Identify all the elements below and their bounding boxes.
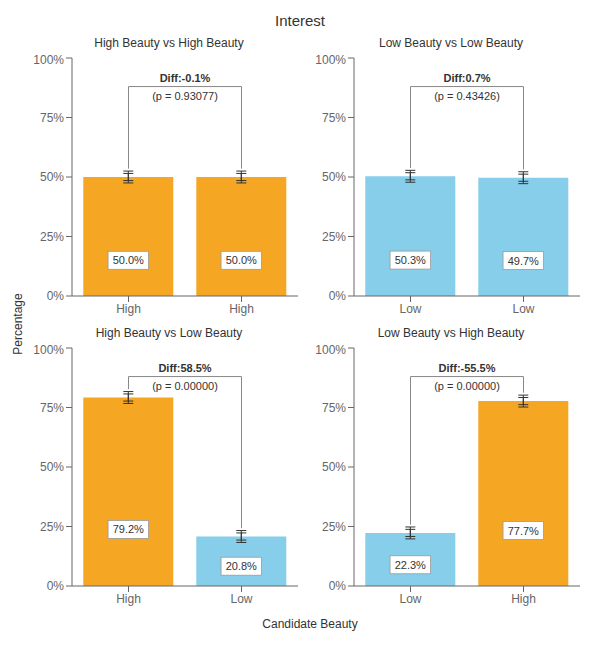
svg-text:79.2%: 79.2% (113, 523, 144, 535)
svg-text:0%: 0% (47, 289, 65, 303)
svg-text:25%: 25% (322, 520, 346, 534)
svg-text:Diff:58.5%: Diff:58.5% (158, 362, 211, 374)
svg-text:77.7%: 77.7% (508, 525, 539, 537)
svg-text:50%: 50% (40, 460, 64, 474)
svg-text:100%: 100% (33, 343, 64, 357)
svg-text:22.3%: 22.3% (395, 559, 426, 571)
svg-text:50.0%: 50.0% (226, 254, 257, 266)
svg-text:(p = 0.00000): (p = 0.00000) (434, 380, 500, 392)
svg-text:25%: 25% (322, 230, 346, 244)
svg-text:25%: 25% (40, 520, 64, 534)
html-text:Percentage: Percentage (11, 293, 25, 355)
svg-text:50%: 50% (40, 170, 64, 184)
svg-text:75%: 75% (40, 111, 64, 125)
svg-text:100%: 100% (33, 53, 64, 67)
svg-text:Diff:-0.1%: Diff:-0.1% (160, 72, 211, 84)
html-text:Candidate Beauty: Candidate Beauty (262, 617, 358, 631)
svg-text:High: High (116, 592, 141, 606)
svg-text:High: High (116, 302, 141, 316)
svg-text:100%: 100% (315, 53, 346, 67)
svg-text:Diff:0.7%: Diff:0.7% (443, 72, 490, 84)
svg-text:(p = 0.43426): (p = 0.43426) (434, 90, 500, 102)
svg-text:75%: 75% (322, 401, 346, 415)
svg-text:High: High (229, 302, 254, 316)
svg-text:50.3%: 50.3% (395, 254, 426, 266)
svg-text:50%: 50% (322, 460, 346, 474)
svg-text:Diff:-55.5%: Diff:-55.5% (439, 362, 496, 374)
html-text:Low Beauty vs High Beauty: Low Beauty vs High Beauty (377, 326, 525, 340)
svg-text:75%: 75% (322, 111, 346, 125)
svg-text:75%: 75% (40, 401, 64, 415)
html-text:Interest: Interest (275, 12, 325, 29)
svg-text:(p = 0.00000): (p = 0.00000) (152, 380, 218, 392)
svg-text:20.8%: 20.8% (226, 560, 257, 572)
svg-text:0%: 0% (329, 579, 347, 593)
svg-text:(p = 0.93077): (p = 0.93077) (152, 90, 218, 102)
svg-text:0%: 0% (47, 579, 65, 593)
svg-text:0%: 0% (329, 289, 347, 303)
svg-text:Low: Low (230, 592, 252, 606)
svg-text:49.7%: 49.7% (508, 255, 539, 267)
svg-text:50.0%: 50.0% (113, 254, 144, 266)
html-text:Low Beauty vs Low Beauty: Low Beauty vs Low Beauty (379, 36, 523, 50)
svg-text:High: High (511, 592, 536, 606)
html-text:High Beauty vs Low Beauty: High Beauty vs Low Beauty (95, 326, 243, 340)
svg-text:100%: 100% (315, 343, 346, 357)
svg-text:50%: 50% (322, 170, 346, 184)
html-text:High Beauty vs High Beauty: High Beauty vs High Beauty (94, 36, 244, 50)
svg-text:Low: Low (399, 302, 421, 316)
svg-text:Low: Low (399, 592, 421, 606)
svg-text:25%: 25% (40, 230, 64, 244)
svg-text:Low: Low (512, 302, 534, 316)
